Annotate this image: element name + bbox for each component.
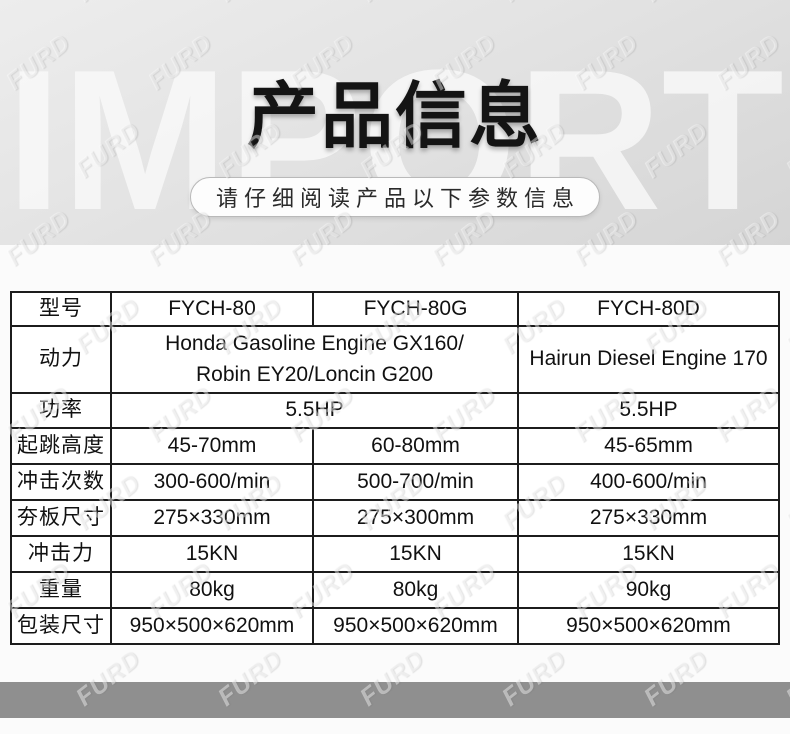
row-label-cell: 冲击次数: [10, 463, 112, 501]
table-row: 夯板尺寸 275×330mm 275×300mm 275×330mm: [10, 499, 780, 537]
spec-table-body: 型号 FYCH-80 FYCH-80G FYCH-80D 动力 Honda Gasolin…: [10, 291, 780, 645]
table-row: 重量 80kg 80kg 90kg: [10, 571, 780, 609]
page-title: 产品信息: [246, 77, 543, 157]
table-row: 起跳高度 45-70mm 60-80mm 45-65mm: [10, 427, 780, 465]
spec-value-cell: 15KN: [110, 535, 314, 573]
spec-value-cell: Honda Gasoline Engine GX160/ Robin EY20/…: [110, 325, 519, 394]
spec-value-cell: FYCH-80: [110, 291, 314, 327]
spec-value-cell: 45-65mm: [517, 427, 780, 465]
spec-value-cell: 400-600/min: [517, 463, 780, 501]
bottom-gray-bar: [0, 682, 790, 718]
spec-value-cell: 45-70mm: [110, 427, 314, 465]
spec-table: 型号 FYCH-80 FYCH-80G FYCH-80D 动力 Honda Gasolin…: [10, 291, 780, 645]
spec-value-cell: 275×330mm: [517, 499, 780, 537]
row-label-cell: 夯板尺寸: [10, 499, 112, 537]
header-section: IMPORT 产品信息 请仔细阅读产品以下参数信息: [0, 0, 790, 245]
spec-value-cell: 90kg: [517, 571, 780, 609]
spec-value-cell: FYCH-80D: [517, 291, 780, 327]
watermark-text: FURD: [780, 468, 790, 536]
spec-value-cell: 300-600/min: [110, 463, 314, 501]
table-row: 冲击力 15KN 15KN 15KN: [10, 535, 780, 573]
table-row: 型号 FYCH-80 FYCH-80G FYCH-80D: [10, 291, 780, 327]
spec-value-cell: FYCH-80G: [312, 291, 519, 327]
spec-value-cell: 275×300mm: [312, 499, 519, 537]
row-label-cell: 型号: [10, 291, 112, 327]
spec-value-cell: 950×500×620mm: [517, 607, 780, 645]
spec-value-cell: 5.5HP: [110, 392, 519, 429]
table-row: 冲击次数 300-600/min 500-700/min 400-600/min: [10, 463, 780, 501]
spec-value-cell: 500-700/min: [312, 463, 519, 501]
spec-value-cell: 5.5HP: [517, 392, 780, 429]
spec-value-cell: 950×500×620mm: [312, 607, 519, 645]
row-label-cell: 功率: [10, 392, 112, 429]
subtitle-pill: 请仔细阅读产品以下参数信息: [190, 177, 600, 217]
spec-value-cell: 60-80mm: [312, 427, 519, 465]
row-label-cell: 起跳高度: [10, 427, 112, 465]
watermark-text: FURD: [0, 292, 4, 360]
table-row: 包装尺寸 950×500×620mm 950×500×620mm 950×500×62…: [10, 607, 780, 645]
row-label-cell: 重量: [10, 571, 112, 609]
subtitle-text: 请仔细阅读产品以下参数信息: [215, 186, 580, 211]
table-row: 动力 Honda Gasoline Engine GX160/ Robin EY2…: [10, 325, 780, 394]
table-row: 功率 5.5HP 5.5HP: [10, 392, 780, 429]
spec-value-cell: 15KN: [517, 535, 780, 573]
spec-value-cell: 15KN: [312, 535, 519, 573]
row-label-cell: 冲击力: [10, 535, 112, 573]
spec-value-cell: 80kg: [312, 571, 519, 609]
spec-value-cell: 80kg: [110, 571, 314, 609]
spec-value-cell: 950×500×620mm: [110, 607, 314, 645]
row-label-cell: 动力: [10, 325, 112, 394]
spec-value-cell: 275×330mm: [110, 499, 314, 537]
watermark-text: FURD: [780, 292, 790, 360]
watermark-text: FURD: [0, 468, 4, 536]
spec-value-cell: Hairun Diesel Engine 170: [517, 325, 780, 394]
row-label-cell: 包装尺寸: [10, 607, 112, 645]
